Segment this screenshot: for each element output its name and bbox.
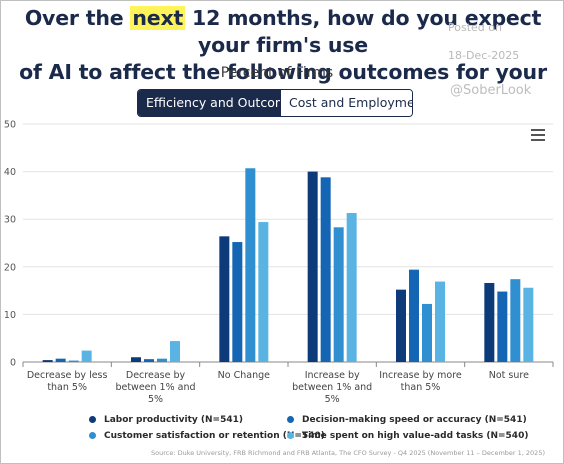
bars [42,168,534,362]
y-tick-label: 0 [10,358,16,369]
bar [435,281,445,362]
legend-swatch [89,416,96,423]
bar [157,358,167,362]
x-tick-label: Increase by [305,370,360,381]
source-note: Source: Duke University, FRB Richmond an… [151,449,545,457]
x-tick-label: 5% [148,394,163,405]
legend-swatch [287,416,294,423]
x-tick-label: than 5% [401,382,441,393]
watermark-posted: Posted on [448,21,502,34]
legend-label: Customer satisfaction or retention (N=54… [104,431,325,441]
x-tick-label: 5% [325,394,340,405]
bar [258,222,269,362]
bar [55,358,66,362]
headline: Over the next 12 months, how do you expe… [1,5,563,113]
tab-group: Efficiency and Outcomes Cost and Employm… [137,89,413,117]
y-tick-label: 40 [4,167,16,178]
bar [484,282,495,362]
bar [219,236,230,362]
x-tick-label: between 1% and [115,382,195,393]
legend-label: Decision-making speed or accuracy (N=541… [302,415,527,425]
x-tick-label: Increase by more [379,370,462,381]
y-axis-ticks: 0 10 20 30 40 50 [4,120,16,369]
bar [232,242,243,362]
x-tick-label: Not sure [489,370,529,381]
bar [346,213,357,362]
hamburger-menu-icon[interactable] [531,129,545,141]
bar [42,360,53,362]
watermark: Posted on 18-Dec-2025 [448,21,519,63]
y-tick-label: 10 [4,310,16,321]
bar [131,357,141,362]
bar [170,341,180,362]
bar [523,287,534,362]
legend-item-decision-making[interactable]: Decision-making speed or accuracy (N=541… [287,415,527,425]
x-tick-label: No Change [218,370,270,381]
bar [320,177,331,362]
legend-swatch [287,432,294,439]
bar [422,303,432,362]
y-tick-label: 50 [4,120,16,131]
y-tick-label: 20 [4,262,16,273]
legend-label: Labor productivity (N=541) [104,415,243,425]
bar [333,227,344,362]
headline-pre: Over the [24,6,131,30]
watermark-date: 18-Dec-2025 [448,49,520,62]
bar [81,350,92,362]
bar [68,360,79,362]
grid-lines [22,123,554,367]
x-tick-label: between 1% and [292,382,372,393]
legend-item-customer-satisfaction[interactable]: Customer satisfaction or retention (N=54… [89,431,325,441]
bar [396,289,406,362]
tab-cost-and-employment[interactable]: Cost and Employment [280,90,412,116]
watermark-handle: @SoberLook [450,83,532,98]
bar [409,269,419,362]
y-tick-label: 30 [4,215,16,226]
legend-item-time-spent[interactable]: Time spent on high value-add tasks (N=54… [287,431,528,441]
bar [144,359,154,362]
x-tick-label: than 5% [47,382,87,393]
legend-item-labor-productivity[interactable]: Labor productivity (N=541) [89,415,243,425]
legend-label: Time spent on high value-add tasks (N=54… [302,431,529,441]
headline-line-1: Over the next 12 months, how do you expe… [1,5,563,59]
chart-title: Percent of Firms [220,65,334,81]
x-tick-label: Decrease by less [27,370,108,381]
tab-efficiency-and-outcomes[interactable]: Efficiency and Outcomes [138,90,301,116]
bar [245,168,256,362]
x-tick-label: Decrease by [126,370,186,381]
legend-swatch [89,432,96,439]
bar [510,279,521,362]
bar [497,291,508,362]
headline-post: 12 months, how do you expect your firm's… [185,6,542,57]
headline-highlight: next [130,6,186,30]
bar [307,171,318,362]
